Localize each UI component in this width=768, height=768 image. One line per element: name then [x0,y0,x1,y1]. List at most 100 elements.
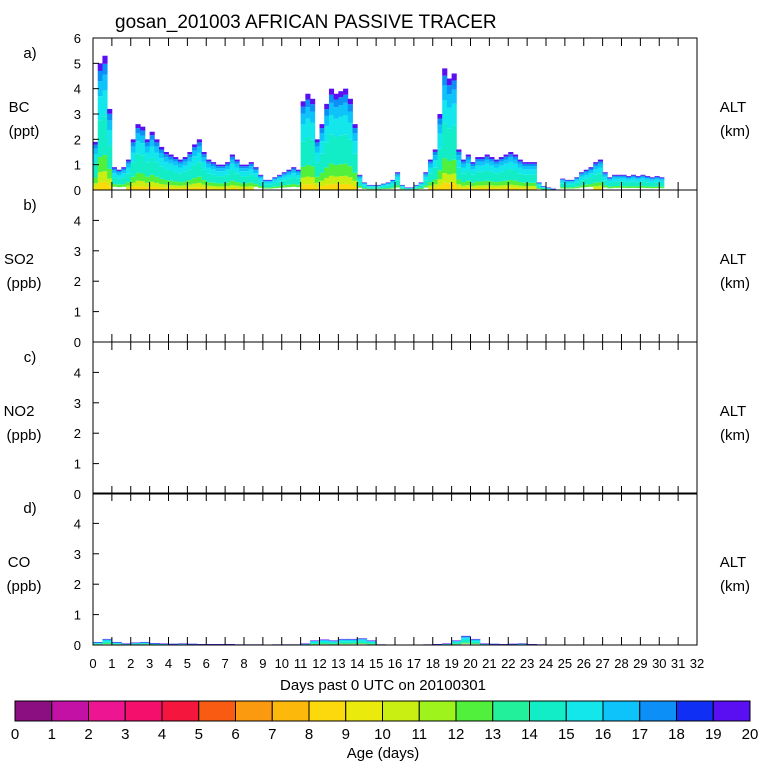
panel-a-bar [635,176,641,189]
y-tick-label: 1 [74,608,81,623]
panel-a-bar [300,101,306,190]
panel-a-bar [163,152,169,190]
panel-a-bar [366,184,372,190]
panel-a-bar [196,139,202,190]
panel-a-bar [607,177,613,189]
panel-a-bar [357,174,363,188]
panel-a-bar [319,124,325,190]
right-axis-unit: (km) [720,275,750,292]
y-tick-label: 3 [74,396,81,411]
x-tick-label: 32 [690,656,704,671]
y-axis-label: SO2 [4,251,34,268]
panel-a-bar [395,172,401,188]
panel-letter: a) [23,45,36,62]
panel-a-bar [220,164,226,190]
colorbar-tick-label: 9 [342,726,350,743]
colorbar: 0 1 2 3 4 5 6 7 8 9 10 11 12 13 14 15 16 17 18 19 20 [11,700,758,743]
panel-d-bar [140,641,151,645]
panel-a-bar [470,162,476,190]
panel-a-bar [461,159,467,190]
panel-a-bar [343,88,349,190]
panel-a-bar [168,154,174,190]
x-tick-label: 25 [558,656,572,671]
panel-a-bar [541,186,547,190]
panel-a-bar [640,174,646,188]
colorbar-tick-label: 13 [484,726,501,743]
colorbar-swatch [418,700,457,722]
panel-d-frame [92,492,698,646]
y-axis-label: NO2 [4,403,35,420]
x-tick-label: 31 [671,656,685,671]
panel-a-bar [177,159,184,190]
panel-a-bar [512,154,519,190]
panel-a-bar [442,68,448,190]
y-tick-label: 5 [74,56,81,71]
x-tick-label: 13 [331,656,345,671]
panel-a-bar [159,146,165,190]
panel-d-bar [470,638,481,645]
panel-a-bar [154,139,160,190]
right-axis-label: ALT [720,99,746,116]
y-tick-label: 1 [74,305,81,320]
x-tick-label: 9 [259,656,266,671]
panel-a-bar [380,183,386,190]
y-tick-label: 4 [74,213,81,228]
colorbar-swatch [639,700,677,722]
colorbar-swatch [345,700,383,722]
panel-a-bar [371,184,377,190]
colorbar-tick-label: 10 [374,726,391,743]
panel-a-bar [536,182,542,189]
panel-a-bar [508,152,514,190]
x-tick-label: 7 [221,656,228,671]
colorbar-tick-label: 16 [595,726,612,743]
panel-a-bar [546,187,552,190]
panel-a-bar [630,174,637,188]
colorbar-tick-label: 5 [195,726,203,743]
colorbar-swatch [455,700,494,722]
x-tick-label: 15 [369,656,383,671]
x-tick-label: 28 [614,656,628,671]
panel-a-bar [258,174,264,188]
y-tick-label: 4 [74,365,81,380]
x-tick-label: 16 [388,656,402,671]
y-tick-label: 2 [74,274,81,289]
y-tick-label: 2 [74,577,81,592]
panel-a-bar [399,184,405,190]
panel-d-bar [366,640,377,645]
panel-d-bar [347,638,358,645]
colorbar-tick-label: 12 [448,726,465,743]
colorbar-tick-label: 4 [158,726,166,743]
panel-a-bar [423,172,429,188]
y-tick-label: 6 [74,31,81,46]
panel-a-bar [192,144,198,190]
panel-a-bar [588,167,594,187]
y-axis-unit: (ppt) [9,123,40,140]
right-axis-label: ALT [720,403,746,420]
panel-a-bar [182,157,188,190]
colorbar-swatch [124,700,163,722]
x-tick-label: 14 [350,656,364,671]
panel-a-bar [126,159,132,190]
panel-a-bar [116,169,122,188]
panel-a-bar [479,157,486,190]
y-tick-label: 0 [74,638,81,653]
panel-a-bar [210,162,217,190]
panel-a-bar [385,182,391,189]
panel-d-bar [328,640,339,645]
colorbar-swatch [492,700,530,722]
panel-a-bar [314,139,320,190]
panel-a-bar [267,179,273,189]
panel-a-bar [579,172,585,188]
x-tick-label: 11 [294,656,308,671]
x-tick-label: 1 [108,656,115,671]
panel-a-bar [489,157,495,190]
panel-a-bar [262,179,268,189]
colorbar-swatch [602,700,641,722]
panel-a-bar [347,98,353,190]
colorbar-swatch [565,700,604,722]
panel-a-bar [352,124,358,190]
colorbar-swatch [676,700,714,722]
panel-a-bar [121,167,127,187]
panel-a-bar [616,174,622,188]
colorbar-swatch [235,700,273,722]
